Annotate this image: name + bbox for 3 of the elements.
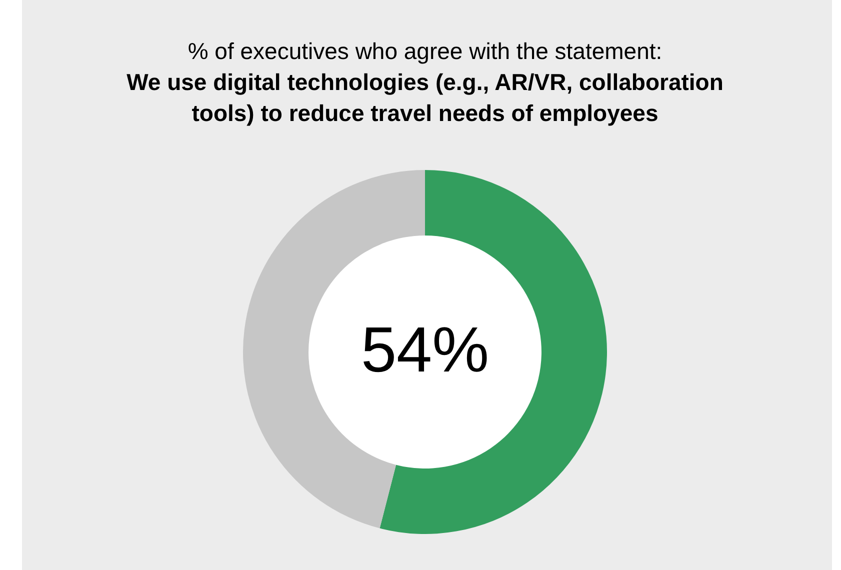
data-label: 54% <box>360 314 490 386</box>
chart-title: % of executives who agree with the statement: <box>186 37 664 66</box>
chart-subtitle: We use digital technologies (e.g., AR/VR, collaboration tools) to reduce travel needs of employees <box>126 68 724 128</box>
